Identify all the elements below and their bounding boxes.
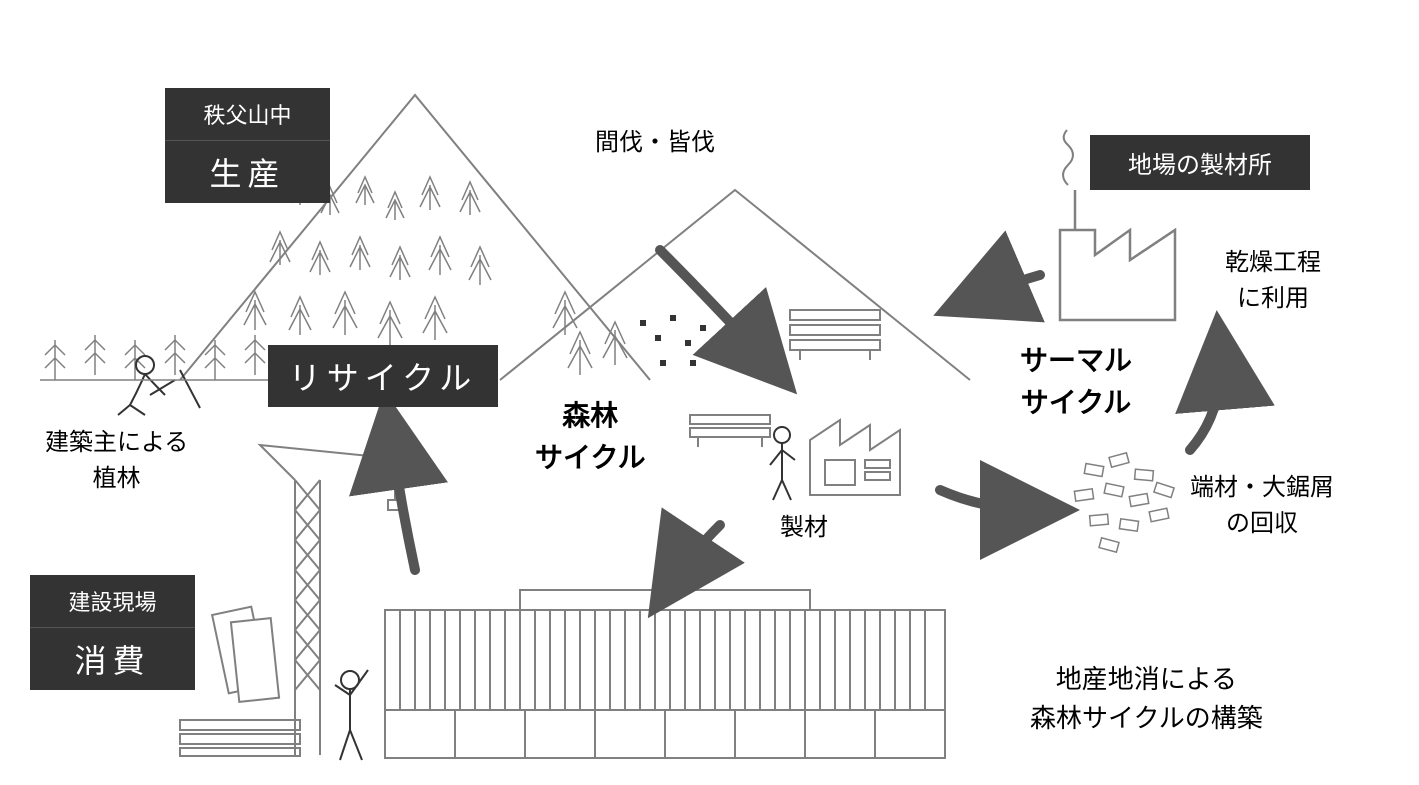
recycle-label: リサイクル	[268, 345, 498, 407]
thermal-cycle-label: サーマル サイクル	[1020, 340, 1132, 424]
planting-label: 建築主による 植林	[45, 425, 188, 497]
forest-cycle-label: 森林 サイクル	[535, 395, 646, 479]
crane-icon	[260, 445, 410, 755]
worker-small-icon	[770, 427, 795, 500]
building-icon	[385, 590, 945, 758]
scraps-label: 端材・大鋸屑 の回収	[1190, 470, 1334, 542]
worker-building-icon	[335, 670, 368, 760]
production-loc: 秩父山中	[165, 88, 330, 140]
sawing-label: 製材	[780, 510, 828, 546]
lumber-pile-icon	[180, 720, 300, 756]
factory-small-icon	[810, 420, 900, 495]
sawmill-label: 地場の製材所	[1090, 135, 1310, 190]
summary-label: 地産地消による 森林サイクルの構築	[1030, 660, 1263, 738]
planter-figure-icon	[118, 356, 200, 415]
drying-label: 乾燥工程 に利用	[1225, 245, 1321, 317]
panels-icon	[212, 607, 279, 702]
lumber-stack-1-icon	[790, 310, 880, 360]
consumption-loc: 建設現場	[30, 575, 195, 627]
thinning-label: 間伐・皆伐	[595, 125, 715, 161]
production-label: 生産	[165, 140, 330, 203]
sawmill-box: 地場の製材所	[1090, 135, 1310, 190]
consumption-box: 建設現場 消費	[30, 575, 195, 690]
consumption-label: 消費	[30, 627, 195, 690]
log-dots-icon	[640, 315, 726, 366]
saplings-icon	[45, 335, 265, 380]
production-box: 秩父山中 生産	[165, 88, 330, 203]
wood-chips-icon	[1074, 453, 1174, 552]
lumber-stack-2-icon	[690, 415, 770, 447]
recycle-box: リサイクル	[268, 345, 498, 407]
